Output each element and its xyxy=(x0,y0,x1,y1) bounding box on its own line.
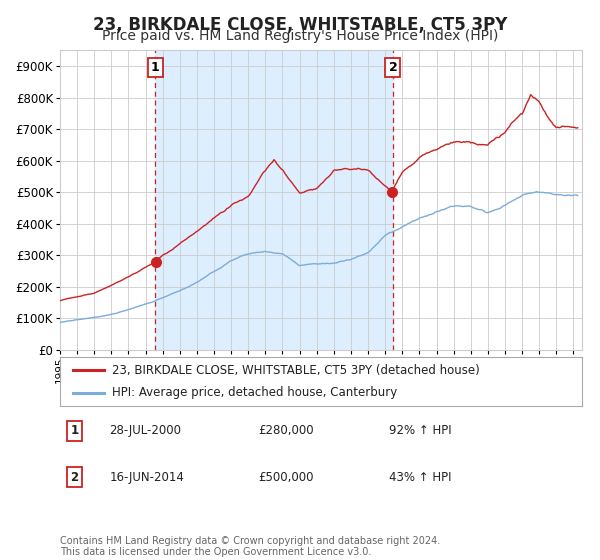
Text: 23, BIRKDALE CLOSE, WHITSTABLE, CT5 3PY: 23, BIRKDALE CLOSE, WHITSTABLE, CT5 3PY xyxy=(93,16,507,34)
Text: HPI: Average price, detached house, Canterbury: HPI: Average price, detached house, Cant… xyxy=(112,386,397,399)
Text: 2: 2 xyxy=(71,470,79,484)
Text: Price paid vs. HM Land Registry's House Price Index (HPI): Price paid vs. HM Land Registry's House … xyxy=(102,29,498,43)
Text: 16-JUN-2014: 16-JUN-2014 xyxy=(110,470,184,484)
Text: 28-JUL-2000: 28-JUL-2000 xyxy=(110,424,182,437)
Text: 92% ↑ HPI: 92% ↑ HPI xyxy=(389,424,451,437)
Text: £500,000: £500,000 xyxy=(259,470,314,484)
Text: £280,000: £280,000 xyxy=(259,424,314,437)
Text: 2: 2 xyxy=(389,61,397,74)
Text: 1: 1 xyxy=(151,61,160,74)
Text: 43% ↑ HPI: 43% ↑ HPI xyxy=(389,470,451,484)
Bar xyxy=(155,50,393,350)
Text: Contains HM Land Registry data © Crown copyright and database right 2024.
This d: Contains HM Land Registry data © Crown c… xyxy=(60,535,440,557)
Text: 23, BIRKDALE CLOSE, WHITSTABLE, CT5 3PY (detached house): 23, BIRKDALE CLOSE, WHITSTABLE, CT5 3PY … xyxy=(112,363,480,376)
Text: 1: 1 xyxy=(71,424,79,437)
